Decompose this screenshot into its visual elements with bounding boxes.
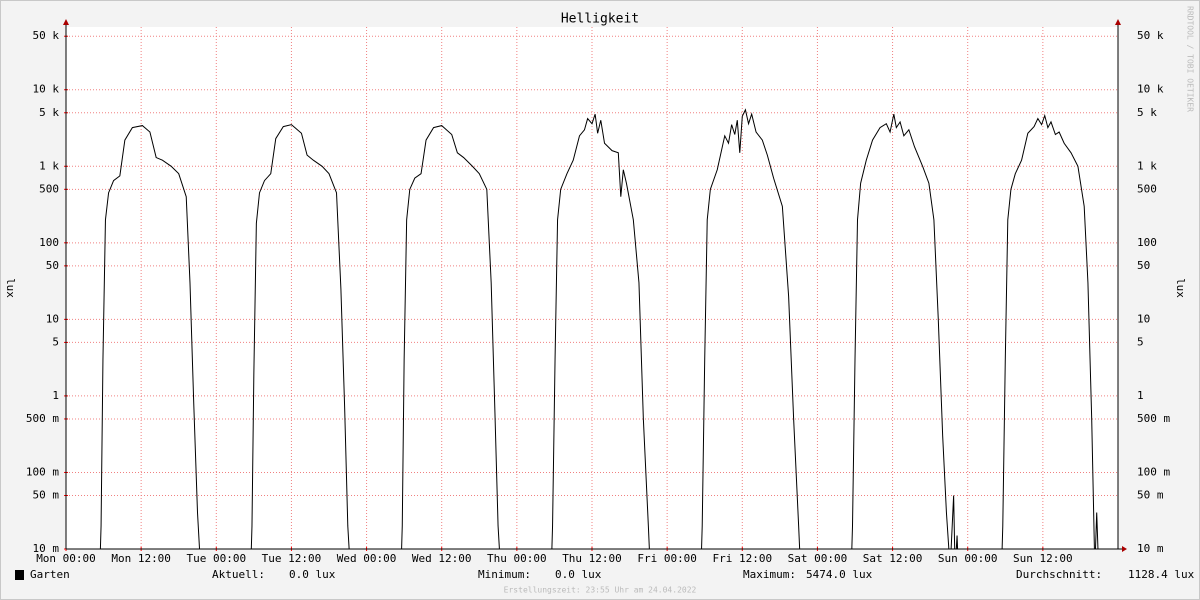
chart-title: Helligkeit [561,12,639,27]
x-tick-label: Sat 12:00 [863,552,923,565]
stat-value: 5474.0 lux [806,568,873,581]
axis-arrow [63,19,69,25]
x-tick-label: Tue 12:00 [262,552,322,565]
x-tick-label: Thu 12:00 [562,552,622,565]
y-tick-label: 50 k [33,29,60,42]
x-tick-label: Wed 00:00 [337,552,397,565]
legend-label: Garten [30,568,70,581]
y-tick-label: 50 [46,259,59,272]
y2-tick-label: 100 [1137,236,1157,249]
y2-tick-label: 100 m [1137,465,1170,478]
y-tick-label: 5 k [39,106,59,119]
y-tick-label: 100 [39,236,59,249]
y2-tick-label: 50 k [1137,29,1164,42]
data-line [99,108,1099,549]
y2-tick-label: 5 [1137,335,1144,348]
stat-value: 0.0 lux [289,568,336,581]
x-tick-label: Sun 12:00 [1013,552,1073,565]
x-tick-label: Fri 00:00 [637,552,697,565]
x-tick-label: Sat 00:00 [788,552,848,565]
y-axis-label: lux [4,278,17,298]
stat-label: Minimum: [478,568,531,581]
stat-label: Maximum: [743,568,796,581]
y2-tick-label: 5 k [1137,106,1157,119]
y2-tick-label: 10 k [1137,83,1164,96]
x-tick-label: Wed 12:00 [412,552,472,565]
y-tick-label: 10 m [33,542,60,555]
y2-tick-label: 10 [1137,312,1150,325]
y2-tick-label: 1 k [1137,159,1157,172]
axis-arrow [1115,19,1121,25]
stat-value: 0.0 lux [555,568,602,581]
y-tick-label: 5 [52,335,59,348]
watermark: RRDTOOL / TOBI OETIKER [1186,6,1195,112]
footer: Erstellungszeit: 23:55 Uhr am 24.04.2022 [504,586,697,595]
x-tick-label: Mon 12:00 [111,552,171,565]
stat-value: 1128.4 lux [1128,568,1195,581]
y2-tick-label: 50 [1137,259,1150,272]
y-tick-label: 1 k [39,159,59,172]
stat-label: Aktuell: [212,568,265,581]
y2-tick-label: 1 [1137,389,1144,402]
x-tick-label: Tue 00:00 [186,552,246,565]
legend-swatch [15,570,24,580]
x-tick-label: Mon 00:00 [36,552,96,565]
y-tick-label: 1 [52,389,59,402]
y2-tick-label: 10 m [1137,542,1164,555]
axis-arrow [1122,546,1127,552]
y2-tick-label: 500 [1137,182,1157,195]
grid [64,27,1118,551]
y2-axis-label: lux [1174,278,1187,298]
x-tick-label: Sun 00:00 [938,552,998,565]
x-tick-label: Fri 12:00 [712,552,772,565]
y2-tick-label: 500 m [1137,412,1170,425]
y-tick-label: 100 m [26,465,59,478]
y-tick-label: 500 [39,182,59,195]
y2-tick-label: 50 m [1137,488,1164,501]
stat-label: Durchschnitt: [1016,568,1102,581]
x-tick-label: Thu 00:00 [487,552,547,565]
y-tick-label: 10 k [33,83,60,96]
y-tick-label: 10 [46,312,59,325]
y-tick-label: 500 m [26,412,59,425]
plot [99,108,1099,549]
y-tick-label: 50 m [33,488,60,501]
